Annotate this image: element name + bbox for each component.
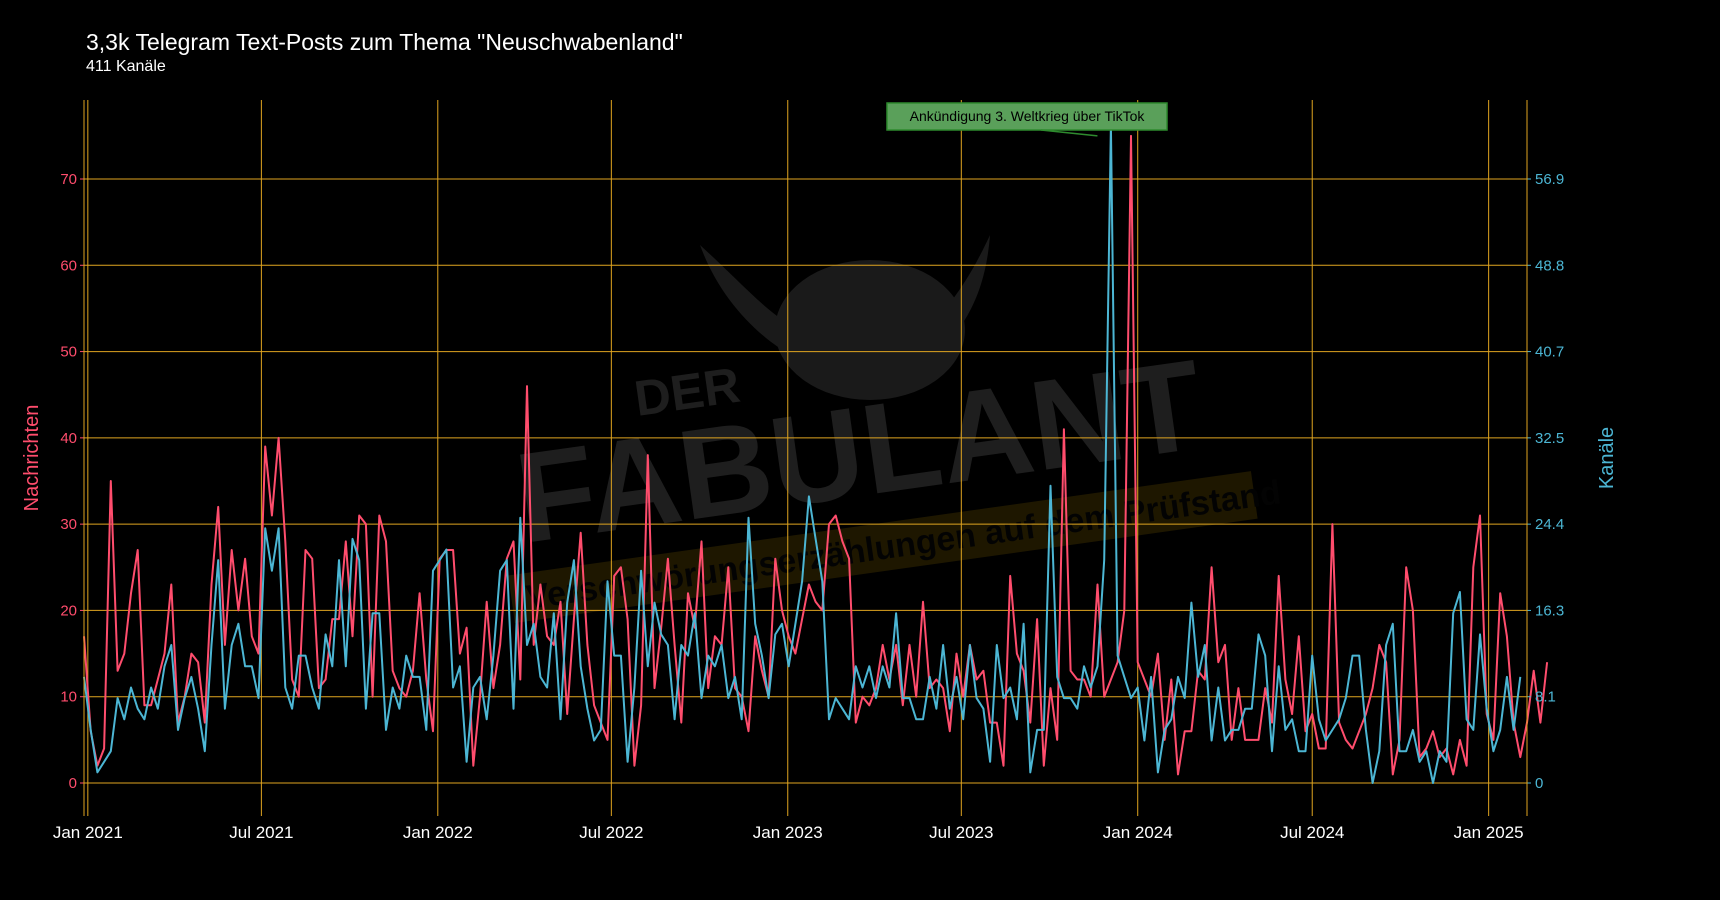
series-line-kanaele	[83, 124, 1522, 784]
annotation: Ankündigung 3. Weltkrieg über TikTok	[886, 102, 1168, 137]
y-right-tick-label: 8.1	[1535, 689, 1556, 706]
x-tick-label: Jan 2023	[753, 823, 823, 842]
watermark: DER FABULANT Verschwörungserzählungen au…	[508, 235, 1283, 624]
y-right-tick-label: 0	[1535, 775, 1543, 792]
y-left-tick-label: 10	[60, 689, 77, 706]
x-tick-label: Jan 2025	[1454, 823, 1524, 842]
annotation-text: Ankündigung 3. Weltkrieg über TikTok	[910, 108, 1146, 124]
x-tick-label: Jan 2022	[403, 823, 473, 842]
y-left-tick-label: 50	[60, 344, 77, 361]
y-right-tick-label: 16.3	[1535, 602, 1564, 619]
y-right-tick-label: 56.9	[1535, 171, 1564, 188]
x-tick-label: Jul 2024	[1280, 823, 1344, 842]
chart-subtitle: 411 Kanäle	[86, 58, 166, 75]
y-left-tick-label: 60	[60, 257, 77, 274]
x-tick-label: Jul 2021	[229, 823, 293, 842]
grid	[84, 100, 1527, 816]
annotation-box	[886, 102, 1168, 131]
y-left-tick-label: 20	[60, 602, 77, 619]
x-tick-label: Jan 2024	[1103, 823, 1173, 842]
x-tick-label: Jan 2021	[53, 823, 123, 842]
axes: 0 10 20 30 40 50 60 70 0 8.1 16.3 24.4 32.5 40.7 48.8 5…	[53, 100, 1564, 842]
y-left-tick-label: 0	[69, 775, 77, 792]
y-left-tick-label: 30	[60, 516, 77, 533]
y-right-axis-title: Kanäle	[1596, 427, 1618, 489]
annotation-arrow	[1040, 129, 1098, 137]
y-right-tick-label: 32.5	[1535, 430, 1564, 447]
y-left-axis-title: Nachrichten	[21, 405, 43, 512]
y-right-tick-label: 40.7	[1535, 344, 1564, 361]
y-left-tick-label: 40	[60, 430, 77, 447]
x-tick-label: Jul 2022	[579, 823, 643, 842]
y-left-tick-label: 70	[60, 171, 77, 188]
x-tick-label: Jul 2023	[929, 823, 993, 842]
y-right-tick-label: 24.4	[1535, 516, 1564, 533]
chart-title: 3,3k Telegram Text-Posts zum Thema "Neus…	[86, 29, 683, 55]
y-right-tick-label: 48.8	[1535, 257, 1564, 274]
series-line-nachrichten	[83, 134, 1549, 776]
series-layer	[83, 124, 1549, 784]
